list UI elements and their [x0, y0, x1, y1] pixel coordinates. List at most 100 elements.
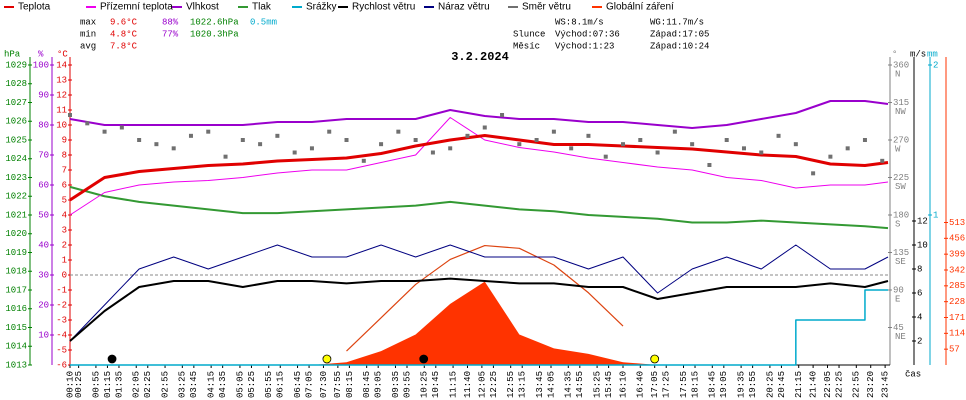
y-tick-label: 1025: [5, 135, 27, 145]
wind-direction-point: [275, 133, 280, 138]
x-tick-label: 20:25: [765, 371, 775, 398]
y-tick-label: -2: [56, 300, 67, 310]
wind-direction-point: [759, 150, 764, 155]
y-tick-label: 14: [56, 60, 67, 70]
wind-direction-point: [344, 138, 349, 142]
y-tick-label: 12: [56, 90, 67, 100]
direction-label: E: [895, 294, 900, 304]
y-tick-label: -5: [56, 345, 67, 355]
y-tick-label: 513: [949, 218, 965, 228]
y-tick-label: -6: [56, 360, 67, 370]
series-line: [346, 244, 624, 352]
x-tick-label: 21:15: [794, 371, 804, 398]
stats-value: 4.8°C: [110, 29, 138, 39]
x-tick-label: 04:35: [218, 371, 228, 398]
x-tick-label: 20:45: [777, 371, 787, 398]
y-tick-label: 228: [949, 297, 965, 307]
wind-direction-point: [603, 154, 608, 159]
y-tick-label: -1: [56, 285, 67, 295]
x-tick-label: 04:15: [207, 371, 217, 398]
y-tick-label: 90: [893, 285, 904, 295]
x-tick-label: 02:05: [132, 371, 142, 398]
x-tick-label: 14:55: [575, 371, 585, 398]
x-tick-label: 08:45: [362, 371, 372, 398]
y-tick-label: 1021: [5, 210, 27, 220]
x-tick-label: 11:40: [463, 371, 473, 398]
wind-direction-point: [707, 163, 712, 167]
x-tick-label: 16:10: [618, 371, 628, 398]
wind-direction-point: [327, 129, 332, 134]
y-tick-label: 7: [62, 165, 67, 175]
y-tick-label: 1: [933, 210, 938, 220]
wind-direction-point: [551, 129, 556, 134]
legend-label: Teplota: [18, 2, 51, 13]
stats-label: max: [80, 17, 96, 27]
x-tick-label: 14:05: [546, 371, 556, 398]
wind-direction-point: [448, 146, 453, 151]
y-tick-label: 285: [949, 281, 965, 291]
y-tick-label: 4: [917, 312, 922, 322]
x-tick-label: 07:55: [333, 371, 343, 398]
wind-direction-point: [206, 129, 211, 134]
y-tick-label: 45: [893, 323, 904, 333]
stats-value: 1022.6hPa: [190, 17, 239, 27]
series-line: [69, 100, 889, 129]
series-line: [69, 277, 889, 342]
x-tick-label: 10:45: [431, 371, 441, 398]
astro-rise: Východ:1:23: [555, 41, 614, 51]
y-tick-label: 1017: [5, 285, 27, 295]
x-tick-label: 19:35: [736, 371, 746, 398]
direction-label: W: [895, 144, 901, 154]
stats-value: 0.5mm: [250, 17, 277, 27]
chart-title: 3.2.2024: [451, 50, 509, 64]
wind-direction-point: [379, 142, 384, 147]
wind-direction-point: [68, 113, 72, 117]
legend-label: Srážky: [306, 2, 337, 13]
wind-direction-point: [793, 142, 798, 147]
legend-label: Směr větru: [522, 2, 571, 13]
legend-label: Náraz větru: [438, 2, 490, 13]
y-tick-label: 180: [893, 210, 909, 220]
x-tick-label: 07:30: [319, 371, 329, 398]
wind-direction-point: [188, 133, 193, 138]
y-tick-label: 8: [62, 150, 67, 160]
y-tick-label: 60: [38, 180, 49, 190]
wind-direction-point: [413, 138, 418, 142]
x-tick-label: 01:15: [103, 371, 113, 398]
y-tick-label: 1018: [5, 267, 27, 277]
wind-direction-point: [672, 129, 677, 134]
x-tick-label: 03:25: [178, 371, 188, 398]
x-tick-label: 19:55: [748, 371, 758, 398]
x-tick-label: 05:05: [235, 371, 245, 398]
series-line: [69, 134, 889, 202]
x-tick-label: 12:25: [489, 371, 499, 398]
astro-event: [322, 354, 332, 364]
y-tick-label: 11: [56, 105, 67, 115]
y-tick-label: 1022: [5, 192, 27, 202]
x-tick-label: 22:25: [834, 371, 844, 398]
axis-unit: mm: [927, 49, 938, 59]
direction-label: SE: [895, 257, 906, 267]
y-tick-label: 12: [917, 216, 928, 226]
x-tick-label: 23:20: [866, 371, 876, 398]
y-tick-label: 270: [893, 135, 909, 145]
x-tick-label: 01:35: [114, 371, 124, 398]
y-tick-label: 1013: [5, 360, 27, 370]
series-line: [69, 185, 889, 230]
stats-label: avg: [80, 41, 96, 51]
astro-set: Západ:17:05: [650, 29, 709, 39]
y-tick-label: 342: [949, 265, 965, 275]
wind-direction-point: [517, 142, 522, 147]
y-tick-label: 8: [917, 264, 922, 274]
wind-direction-point: [223, 154, 228, 159]
wind-direction-point: [154, 142, 159, 147]
wind-direction-point: [258, 142, 263, 147]
y-tick-label: -3: [56, 315, 67, 325]
y-tick-label: 1029: [5, 60, 27, 70]
y-tick-label: 10: [917, 240, 928, 250]
wind-direction-point: [240, 138, 245, 142]
x-tick-label: 12:55: [506, 371, 516, 398]
stats-value: 1020.3hPa: [190, 29, 239, 39]
y-tick-label: 315: [893, 98, 909, 108]
